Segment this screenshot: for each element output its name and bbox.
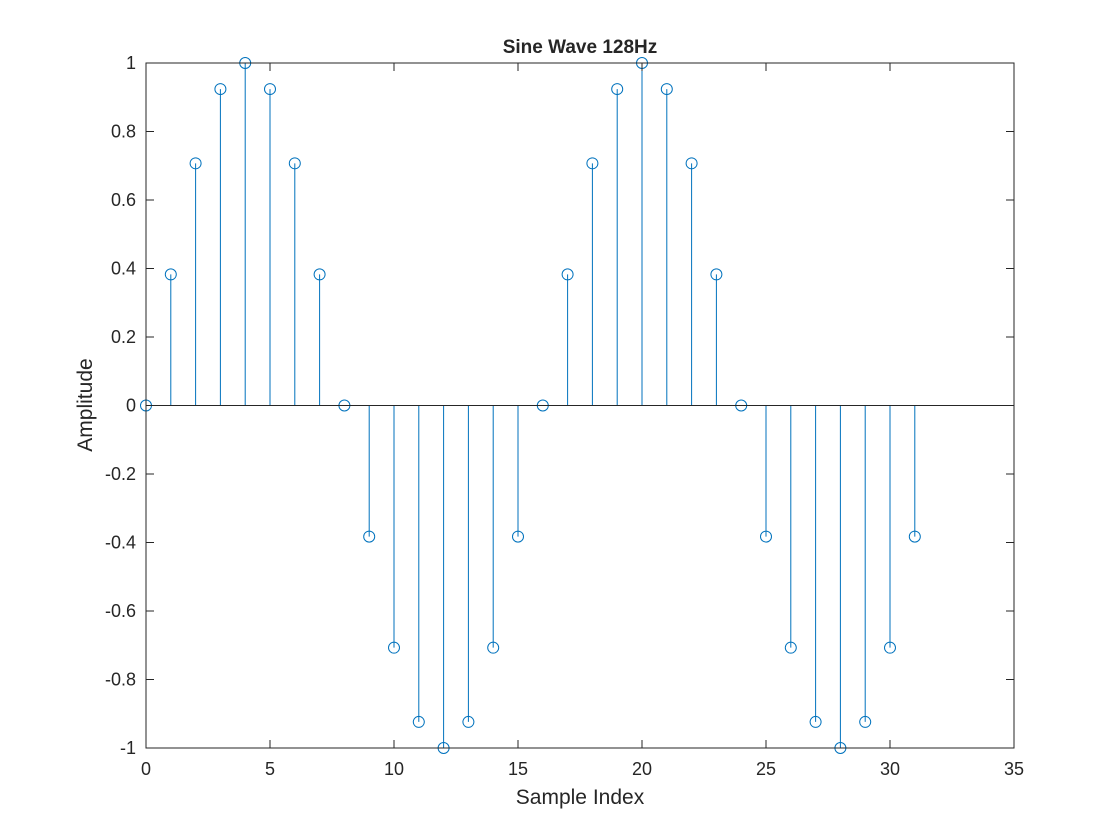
stem-marker [884, 641, 896, 654]
stem-marker [214, 83, 227, 96]
y-tick-label: 0.8 [111, 122, 136, 142]
stem-point [313, 268, 326, 406]
stem-point [710, 268, 723, 406]
stem-point [388, 405, 400, 654]
y-tick-label: -0.8 [105, 670, 136, 690]
stem-point [487, 405, 500, 654]
stem-point [214, 83, 227, 406]
ticks-layer: 0 5 10 15 20 25 30 35 -1 -0.8 -0.6 -0.4 -0.2 0 0.2 0.4 0… [105, 53, 1024, 779]
stem-marker [164, 268, 177, 281]
stem-point [512, 405, 524, 543]
stem-point [462, 405, 475, 728]
stem-point [288, 157, 301, 406]
stem-marker [512, 530, 524, 543]
y-tick-label: 1 [126, 53, 136, 73]
y-axis-label: Amplitude [74, 358, 97, 451]
y-tick-label: -1 [120, 738, 136, 758]
y-tick-label: -0.4 [105, 533, 136, 553]
x-axis-label: Sample Index [516, 786, 645, 809]
x-tick-label: 30 [880, 759, 900, 779]
y-tick-label: 0.6 [111, 190, 136, 210]
x-tick-label: 20 [632, 759, 652, 779]
stem-point [611, 83, 624, 406]
stem-point [660, 83, 673, 406]
stem-marker [363, 530, 376, 543]
stem-point [784, 405, 797, 654]
stem-marker [660, 83, 673, 96]
stem-marker [611, 83, 624, 96]
stem-marker [809, 715, 822, 728]
y-tick-label: 0 [126, 396, 136, 416]
stem-marker [412, 715, 425, 728]
x-tick-label: 10 [384, 759, 404, 779]
x-tick-label: 0 [141, 759, 151, 779]
stem-marker [710, 268, 723, 281]
x-tick-label: 25 [756, 759, 776, 779]
stem-point [586, 157, 599, 406]
stem-marker [462, 715, 475, 728]
stem-marker [388, 641, 400, 654]
stem-marker [859, 715, 872, 728]
stem-point [685, 157, 698, 406]
x-tick-label: 5 [265, 759, 275, 779]
y-tick-label: 0.2 [111, 327, 136, 347]
stem-point [884, 405, 896, 654]
y-tick-label: 0.4 [111, 259, 136, 279]
stem-marker [189, 157, 202, 170]
stem-marker [685, 157, 698, 170]
x-tick-label: 15 [508, 759, 528, 779]
stem-marker [313, 268, 326, 281]
stem-point [363, 405, 376, 543]
y-tick-label: -0.2 [105, 464, 136, 484]
stem-marker [561, 268, 574, 281]
stem-point [189, 157, 202, 406]
stem-marker [586, 157, 599, 170]
stem-point [908, 405, 921, 543]
stem-marker [784, 641, 797, 654]
stem-point [561, 268, 574, 406]
stem-point [264, 83, 276, 406]
stem-point [859, 405, 872, 728]
stem-marker [908, 530, 921, 543]
stem-point [809, 405, 822, 728]
stem-marker [264, 83, 276, 96]
stem-marker [288, 157, 301, 170]
y-tick-label: -0.6 [105, 601, 136, 621]
x-tick-label: 35 [1004, 759, 1024, 779]
stem-point [412, 405, 425, 728]
stem-marker [487, 641, 500, 654]
stem-point [760, 405, 772, 543]
chart-title: Sine Wave 128Hz [503, 37, 658, 58]
stem-marker [760, 530, 772, 543]
stem-point [164, 268, 177, 406]
